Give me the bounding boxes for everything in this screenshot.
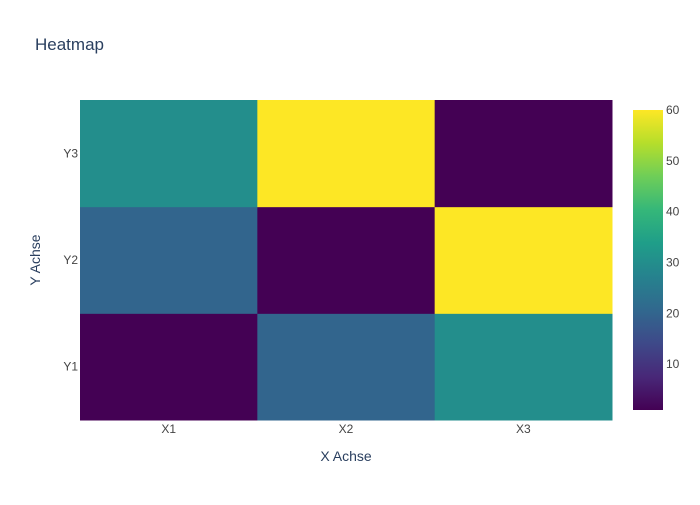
heatmap-cell-X1-Y1 (80, 313, 258, 421)
colorbar (633, 110, 663, 410)
colorbar-tick-labels: 10 20 30 40 50 60 (666, 103, 680, 371)
colorbar-tick-label: 10 (666, 357, 680, 371)
y-axis-title: Y Achse (27, 234, 43, 285)
heatmap-cell-X3-Y3 (434, 100, 613, 208)
x-axis-title: X Achse (320, 448, 372, 464)
y-tick-label: Y3 (63, 146, 78, 160)
heatmap-cells (80, 100, 613, 421)
heatmap-cell-X1-Y3 (80, 100, 258, 208)
x-tick-label: X3 (516, 422, 531, 436)
y-tick-label: Y1 (63, 360, 78, 374)
y-tick-label: Y2 (63, 253, 78, 267)
x-tick-labels: X1 X2 X3 (161, 422, 531, 436)
x-tick-label: X1 (161, 422, 176, 436)
heatmap-cell-X2-Y2 (257, 206, 436, 314)
colorbar-tick-label: 30 (666, 256, 680, 270)
x-tick-label: X2 (339, 422, 354, 436)
heatmap-cell-X1-Y2 (80, 206, 258, 314)
y-tick-labels: Y1 Y2 Y3 (63, 146, 78, 373)
colorbar-tick-label: 50 (666, 154, 680, 168)
chart-title: Heatmap (35, 35, 104, 54)
colorbar-tick-label: 20 (666, 306, 680, 320)
colorbar-tick-label: 60 (666, 103, 680, 117)
heatmap-cell-X2-Y3 (257, 100, 436, 208)
colorbar-tick-label: 40 (666, 205, 680, 219)
heatmap-cell-X3-Y1 (434, 313, 613, 421)
heatmap-cell-X2-Y1 (257, 313, 436, 421)
heatmap-cell-X3-Y2 (434, 206, 613, 314)
